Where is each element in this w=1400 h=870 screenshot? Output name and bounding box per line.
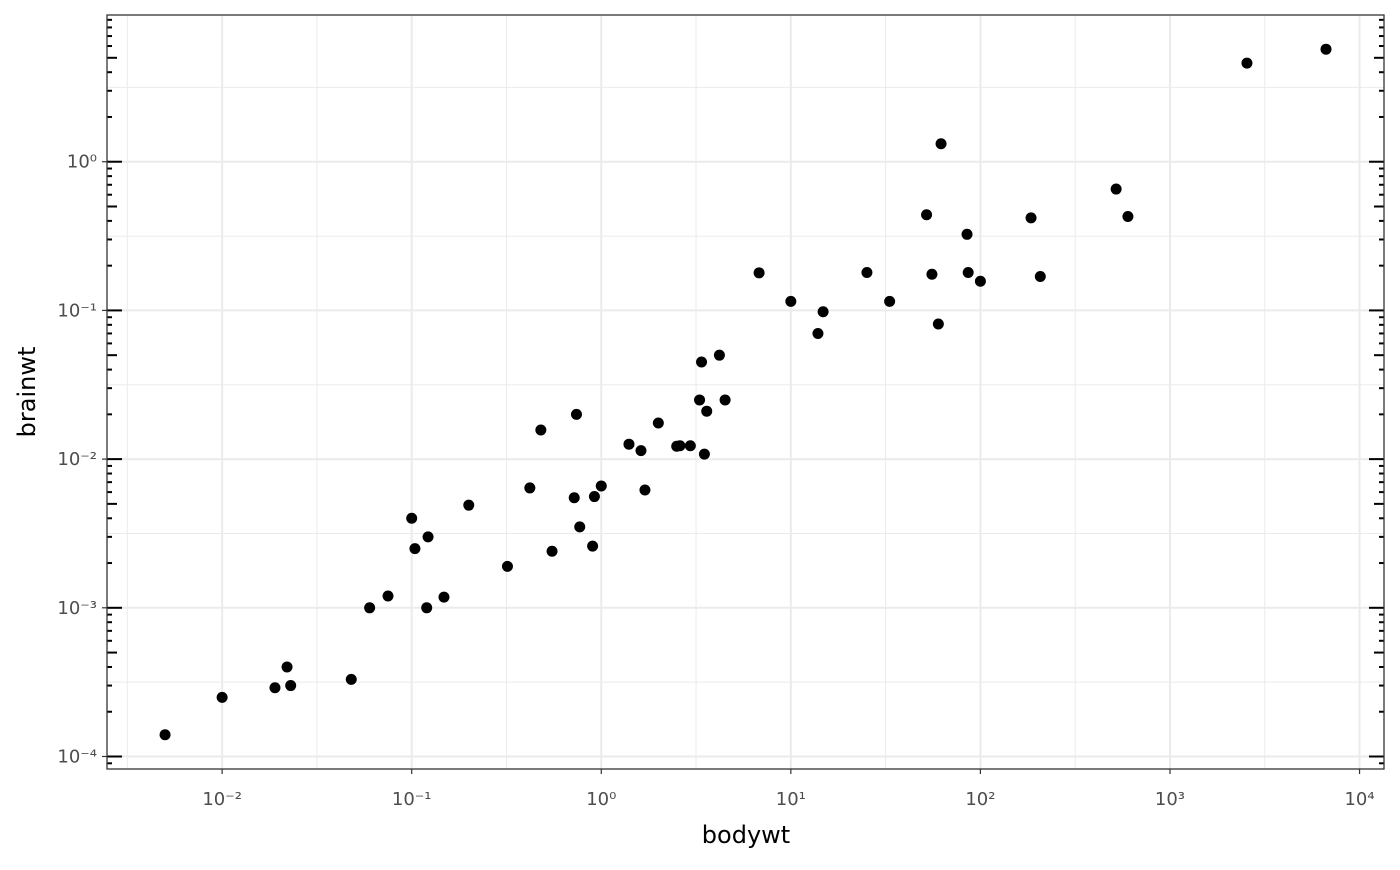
- point: [588, 491, 600, 503]
- x-tick-label: 10³: [1155, 789, 1185, 810]
- y-tick-label: 10⁻³: [57, 598, 97, 619]
- point: [817, 306, 829, 318]
- point: [812, 327, 824, 339]
- point: [1110, 183, 1122, 195]
- point: [785, 295, 797, 307]
- y-tick-label: 10⁰: [67, 152, 97, 173]
- point: [635, 445, 647, 457]
- point: [364, 602, 376, 614]
- point: [719, 394, 731, 406]
- point: [1320, 43, 1332, 55]
- point: [753, 267, 765, 279]
- point: [595, 480, 607, 492]
- point: [932, 318, 944, 330]
- point: [345, 673, 357, 685]
- point: [568, 492, 580, 504]
- point: [701, 405, 713, 417]
- point: [269, 682, 281, 694]
- point: [524, 482, 536, 494]
- point: [962, 266, 974, 278]
- y-tick-label: 10⁻¹: [57, 300, 97, 321]
- point: [422, 531, 434, 543]
- point: [694, 394, 706, 406]
- point: [501, 560, 513, 572]
- point: [406, 512, 418, 524]
- point: [921, 209, 933, 221]
- point: [570, 408, 582, 420]
- point: [438, 591, 450, 603]
- point: [216, 691, 228, 703]
- point: [1034, 271, 1046, 283]
- point: [961, 228, 973, 240]
- point: [698, 448, 710, 460]
- point: [935, 138, 947, 150]
- point: [1122, 211, 1134, 223]
- point: [382, 590, 394, 602]
- y-tick-label: 10⁻⁴: [57, 746, 97, 767]
- point: [974, 275, 986, 287]
- point: [652, 417, 664, 429]
- point: [409, 543, 421, 555]
- point: [1025, 212, 1037, 224]
- point: [861, 266, 873, 278]
- x-tick-label: 10⁻²: [202, 789, 242, 810]
- point: [674, 440, 686, 452]
- point: [696, 356, 708, 368]
- x-axis-title: bodywt: [702, 821, 790, 849]
- y-axis-title: brainwt: [13, 347, 41, 438]
- point: [546, 545, 558, 557]
- point: [463, 499, 475, 511]
- point: [281, 661, 293, 673]
- x-tick-label: 10⁴: [1344, 789, 1374, 810]
- point: [421, 602, 433, 614]
- point: [684, 440, 696, 452]
- point: [159, 729, 171, 741]
- x-tick-label: 10¹: [776, 789, 806, 810]
- x-tick-label: 10⁰: [586, 789, 616, 810]
- point: [639, 484, 651, 496]
- point: [285, 680, 297, 692]
- point: [535, 424, 547, 436]
- point: [587, 540, 599, 552]
- y-tick-label: 10⁻²: [57, 449, 97, 470]
- point: [1241, 57, 1253, 69]
- point: [884, 295, 896, 307]
- x-tick-label: 10⁻¹: [392, 789, 432, 810]
- x-tick-label: 10²: [965, 789, 995, 810]
- point: [623, 438, 635, 450]
- point: [926, 268, 938, 280]
- panel-border: [106, 14, 1385, 770]
- point: [713, 349, 725, 361]
- point: [574, 521, 586, 533]
